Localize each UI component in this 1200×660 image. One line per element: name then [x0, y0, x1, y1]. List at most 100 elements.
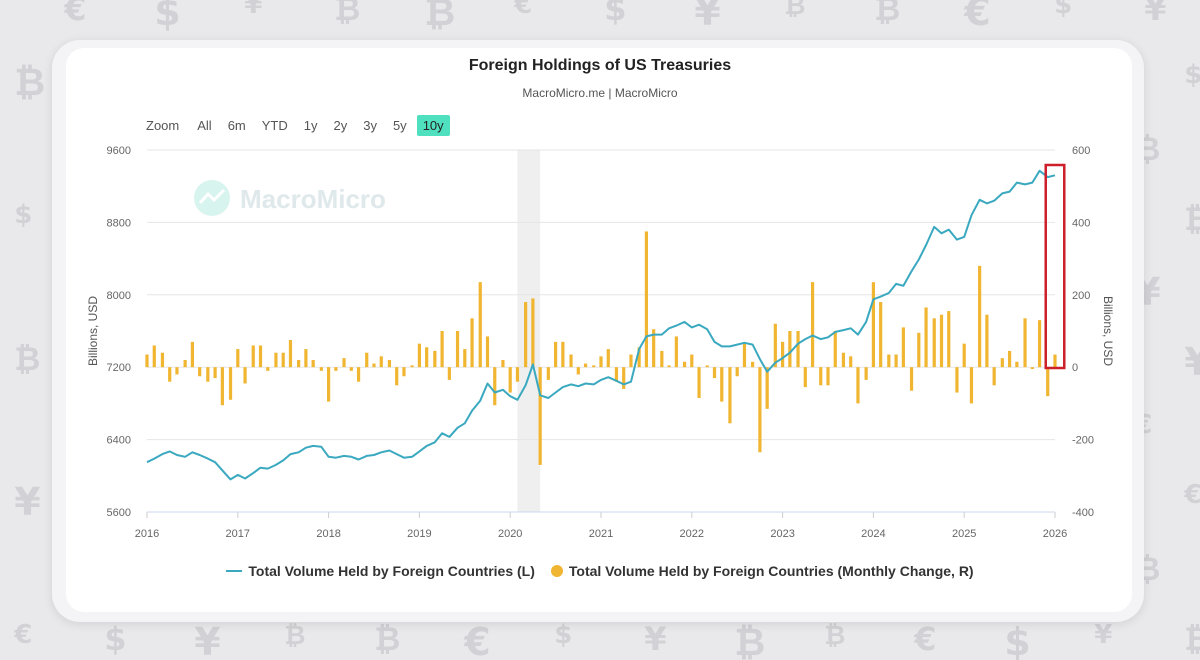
monthly-change-bar	[236, 349, 240, 368]
right-tick-label: -200	[1072, 435, 1094, 447]
monthly-change-bar	[614, 367, 619, 382]
left-axis-title: Billions, USD	[86, 296, 100, 366]
monthly-change-bar	[712, 367, 717, 379]
monthly-change-bar	[1023, 318, 1027, 368]
monthly-change-bar	[349, 367, 353, 371]
x-tick-label: 2016	[135, 528, 159, 540]
monthly-change-bar	[978, 265, 982, 368]
monthly-change-bar	[455, 331, 460, 368]
zoom-5y-button[interactable]: 5y	[392, 117, 407, 133]
monthly-change-bar	[592, 365, 596, 368]
background-glyph: ₿	[374, 620, 401, 658]
monthly-change-bar	[485, 336, 490, 368]
x-tick-label: 2023	[770, 528, 794, 540]
monthly-change-bar	[576, 367, 580, 375]
monthly-change-bar	[1030, 367, 1034, 370]
right-tick-label: 600	[1072, 145, 1090, 157]
monthly-change-bar	[243, 367, 247, 384]
monthly-change-bar	[365, 352, 369, 368]
background-glyph: $	[1004, 620, 1031, 660]
background-glyph: $	[154, 0, 181, 34]
monthly-change-bar	[569, 354, 573, 368]
zoom-ytd-button[interactable]: YTD	[261, 117, 288, 133]
monthly-change-bar	[751, 361, 755, 368]
monthly-change-bar	[833, 331, 837, 368]
right-tick-label: -400	[1072, 507, 1094, 519]
background-glyph: $	[604, 0, 627, 28]
zoom-bar: Zoom All 6m YTD 1y 2y 3y 5y 10y	[146, 114, 454, 136]
legend-item-line[interactable]: Total Volume Held by Foreign Countries (…	[226, 563, 535, 579]
background-glyph: ₿	[14, 60, 46, 104]
monthly-change-bar	[826, 367, 830, 386]
monthly-change-bar	[947, 311, 951, 368]
monthly-change-bar	[213, 367, 217, 379]
monthly-change-bar	[841, 352, 846, 368]
background-glyph: ₿	[334, 0, 361, 28]
background-glyph: $	[1054, 0, 1073, 20]
monthly-change-bar	[417, 343, 421, 368]
monthly-change-bar	[917, 332, 921, 368]
monthly-change-bar	[796, 331, 800, 368]
monthly-change-bar	[1015, 361, 1019, 368]
chart-title: Foreign Holdings of US Treasuries	[468, 57, 732, 74]
monthly-change-bar	[894, 354, 898, 368]
chart-legend: Total Volume Held by Foreign Countries (…	[0, 563, 1200, 579]
monthly-change-bar	[758, 367, 762, 453]
monthly-change-bar	[410, 365, 414, 368]
monthly-change-bar	[1053, 354, 1057, 368]
monthly-change-bar	[379, 356, 383, 368]
zoom-all-button[interactable]: All	[197, 117, 212, 133]
legend-item-bar[interactable]: Total Volume Held by Foreign Countries (…	[550, 563, 974, 579]
background-glyph: ₿	[734, 620, 766, 660]
x-tick-label: 2025	[952, 528, 976, 540]
monthly-change-bar	[288, 340, 293, 368]
monthly-change-bar	[660, 350, 664, 368]
zoom-3y-button[interactable]: 3y	[363, 117, 377, 133]
monthly-change-bar	[463, 349, 467, 368]
monthly-change-bar	[395, 367, 399, 386]
monthly-change-bar	[720, 367, 724, 402]
monthly-change-bar	[1037, 320, 1042, 368]
monthly-change-bar	[183, 359, 187, 368]
x-tick-label: 2024	[861, 528, 885, 540]
monthly-change-bar	[160, 352, 165, 368]
background-glyph: €	[914, 620, 937, 658]
background-glyph: €	[14, 620, 33, 650]
chart-panel	[66, 48, 1132, 612]
monthly-change-bar	[501, 359, 505, 368]
background-glyph: ₿	[424, 0, 456, 34]
left-tick-label: 8800	[107, 217, 131, 229]
monthly-change-bar	[901, 327, 905, 368]
zoom-10y-button[interactable]: 10y	[416, 114, 450, 136]
monthly-change-bar	[251, 345, 255, 368]
monthly-change-bar	[524, 302, 528, 368]
right-tick-label: 0	[1072, 362, 1078, 374]
monthly-change-bar	[447, 367, 451, 380]
monthly-change-bar	[1000, 358, 1004, 368]
left-tick-label: 5600	[107, 507, 131, 519]
zoom-2y-button[interactable]: 2y	[333, 117, 348, 133]
monthly-change-bar	[887, 354, 891, 368]
monthly-change-bar	[849, 356, 853, 368]
monthly-change-bar	[190, 341, 194, 368]
monthly-change-bar	[1008, 350, 1012, 368]
zoom-6m-button[interactable]: 6m	[227, 117, 246, 133]
monthly-change-bar	[629, 354, 633, 368]
monthly-change-bar	[311, 359, 315, 368]
monthly-change-bar	[356, 367, 361, 382]
monthly-change-bar	[508, 367, 512, 393]
legend-label-line: Total Volume Held by Foreign Countries (…	[248, 563, 535, 579]
x-tick-label: 2017	[226, 528, 250, 540]
monthly-change-bar	[674, 336, 678, 368]
monthly-change-bar	[810, 282, 815, 368]
left-tick-label: 6400	[107, 435, 131, 447]
monthly-change-bar	[297, 359, 301, 368]
monthly-change-bar	[334, 367, 338, 371]
monthly-change-bar	[781, 341, 785, 368]
background-glyph: ¥	[244, 0, 263, 20]
background-glyph: ₿	[824, 621, 846, 651]
left-tick-label: 8000	[107, 290, 131, 302]
x-tick-label: 2026	[1043, 528, 1067, 540]
zoom-1y-button[interactable]: 1y	[303, 117, 318, 133]
